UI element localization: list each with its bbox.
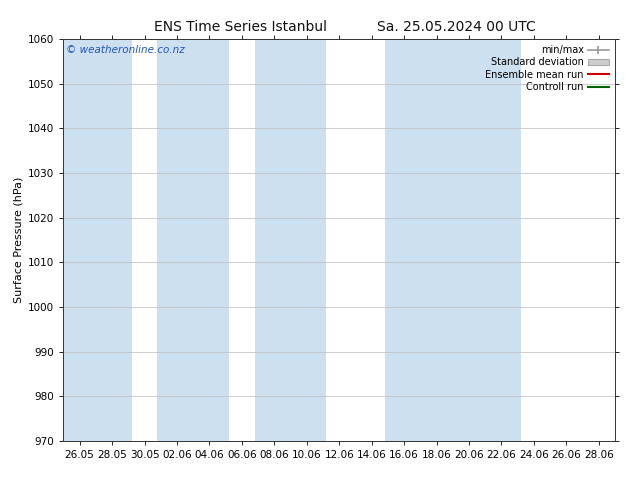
Bar: [157, 39, 229, 441]
Bar: [385, 39, 456, 441]
Legend: min/max, Standard deviation, Ensemble mean run, Controll run: min/max, Standard deviation, Ensemble me…: [481, 41, 613, 96]
Y-axis label: Surface Pressure (hPa): Surface Pressure (hPa): [14, 177, 24, 303]
Bar: [450, 39, 521, 441]
Bar: [255, 39, 327, 441]
Text: ENS Time Series Istanbul: ENS Time Series Istanbul: [155, 20, 327, 34]
Text: © weatheronline.co.nz: © weatheronline.co.nz: [66, 45, 185, 55]
Text: Sa. 25.05.2024 00 UTC: Sa. 25.05.2024 00 UTC: [377, 20, 536, 34]
Bar: [60, 39, 131, 441]
